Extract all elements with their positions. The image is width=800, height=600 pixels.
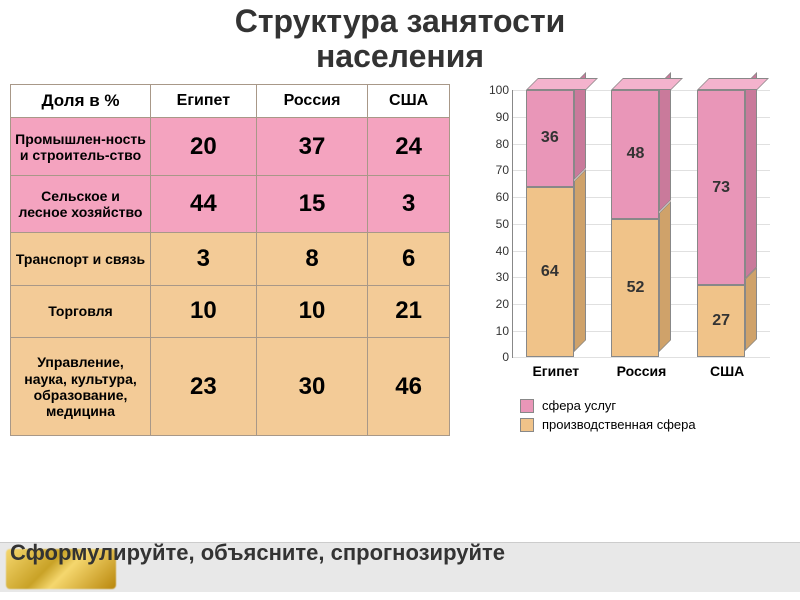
x-label: Египет	[526, 363, 586, 379]
x-label: Россия	[611, 363, 671, 379]
content-row: Доля в % Египет Россия США Промышлен-нос…	[0, 84, 800, 436]
row-label: Транспорт и связь	[11, 233, 151, 285]
bar-value-bottom: 64	[526, 263, 574, 281]
data-table: Доля в % Египет Россия США Промышлен-нос…	[10, 84, 450, 436]
y-tick: 30	[479, 270, 509, 284]
legend-label-services: сфера услуг	[542, 398, 616, 413]
y-tick: 10	[479, 324, 509, 338]
legend-item-production: производственная сфера	[476, 417, 776, 432]
y-tick: 40	[479, 244, 509, 258]
row-label: Торговля	[11, 285, 151, 337]
title-line-1: Структура занятости	[235, 3, 566, 39]
legend-label-production: производственная сфера	[542, 417, 696, 432]
col-header-share: Доля в %	[11, 85, 151, 118]
bar-value-top: 48	[611, 145, 659, 163]
y-tick: 60	[479, 190, 509, 204]
table-row: Управление, наука, культура, образование…	[11, 337, 450, 436]
cell-value: 30	[256, 337, 368, 436]
cell-value: 24	[368, 118, 450, 176]
row-label: Управление, наука, культура, образование…	[11, 337, 151, 436]
legend-swatch-services	[520, 399, 534, 413]
bar-США: 2773США	[697, 90, 757, 357]
cell-value: 6	[368, 233, 450, 285]
page-title: Структура занятости населения	[0, 0, 800, 84]
y-tick: 20	[479, 297, 509, 311]
cell-value: 10	[151, 285, 257, 337]
stacked-bar-chart: 0 10 20 30 40 50 60 70 80 90 100 64 36 Египет 52 48 Росс…	[476, 84, 776, 384]
col-header-russia: Россия	[256, 85, 368, 118]
y-tick: 0	[479, 350, 509, 364]
bar-Египет: 6436Египет	[526, 90, 586, 357]
bar-value-bottom: 52	[611, 279, 659, 297]
row-label: Промышлен-ность и строитель-ство	[11, 118, 151, 176]
y-tick: 50	[479, 217, 509, 231]
bar-value-top: 73	[697, 179, 745, 197]
cell-value: 15	[256, 175, 368, 233]
row-label: Сельское и лесное хозяйство	[11, 175, 151, 233]
title-line-2: населения	[316, 38, 484, 74]
col-header-usa: США	[368, 85, 450, 118]
legend-swatch-production	[520, 418, 534, 432]
cell-value: 23	[151, 337, 257, 436]
table-row: Сельское и лесное хозяйство44153	[11, 175, 450, 233]
x-label: США	[697, 363, 757, 379]
legend: сфера услуг производственная сфера	[476, 398, 776, 432]
bar-value-top: 36	[526, 129, 574, 147]
cell-value: 37	[256, 118, 368, 176]
bar-Россия: 5248Россия	[611, 90, 671, 357]
cell-value: 10	[256, 285, 368, 337]
cell-value: 44	[151, 175, 257, 233]
footer-band: Сформулируйте, объясните, спрогнозируйте	[0, 534, 800, 592]
y-tick: 100	[479, 83, 509, 97]
y-tick: 70	[479, 163, 509, 177]
legend-item-services: сфера услуг	[476, 398, 776, 413]
table-row: Транспорт и связь386	[11, 233, 450, 285]
cell-value: 21	[368, 285, 450, 337]
col-header-egypt: Египет	[151, 85, 257, 118]
cell-value: 20	[151, 118, 257, 176]
table-row: Промышлен-ность и строитель-ство203724	[11, 118, 450, 176]
cell-value: 3	[368, 175, 450, 233]
table-row: Торговля101021	[11, 285, 450, 337]
cell-value: 8	[256, 233, 368, 285]
y-tick: 90	[479, 110, 509, 124]
y-tick: 80	[479, 137, 509, 151]
bar-value-bottom: 27	[697, 312, 745, 330]
footer-text: Сформулируйте, объясните, спрогнозируйте	[10, 540, 790, 566]
table-header-row: Доля в % Египет Россия США	[11, 85, 450, 118]
cell-value: 46	[368, 337, 450, 436]
cell-value: 3	[151, 233, 257, 285]
chart-area: 0 10 20 30 40 50 60 70 80 90 100 64 36 Египет 52 48 Росс…	[476, 84, 776, 436]
